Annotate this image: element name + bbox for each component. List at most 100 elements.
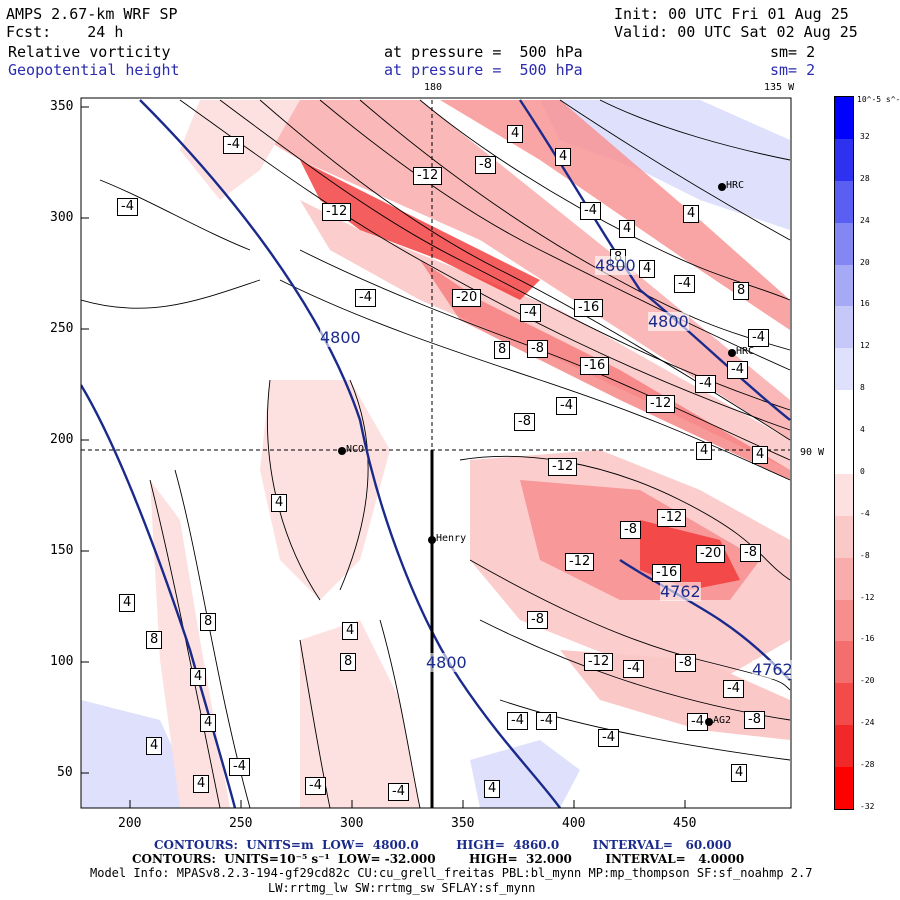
y-tick-label: 150 (50, 543, 74, 558)
contour-label: -8 (620, 521, 641, 539)
colorbar-tick-label: -8 (860, 550, 870, 560)
contour-label: -20 (696, 545, 726, 563)
contour-label: 8 (733, 282, 750, 300)
contour-label: 4 (683, 205, 700, 223)
x-tick-label: 300 (340, 816, 364, 831)
contour-label: -4 (536, 712, 557, 730)
negative-vorticity-area (260, 380, 390, 600)
contour-label: -4 (598, 729, 619, 747)
colorbar-tick-label: 24 (860, 215, 870, 225)
lon-label-top-2: 135 W (764, 82, 795, 93)
contour-label: -8 (527, 611, 548, 629)
height-label: 4762 (752, 660, 793, 679)
contour-label: 4 (119, 594, 136, 612)
contour-label: 4 (731, 764, 748, 782)
contour-label: 8 (146, 631, 163, 649)
contour-label: -12 (548, 458, 578, 476)
contour-label: -12 (584, 653, 614, 671)
x-tick-label: 200 (118, 816, 142, 831)
colorbar-tick-label: -12 (860, 592, 875, 602)
contour-label: -4 (556, 397, 577, 415)
colorbar (834, 96, 854, 810)
contour-label: -4 (507, 712, 528, 730)
colorbar-tick-label: 12 (860, 341, 870, 351)
colorbar-tick-label: 8 (860, 383, 865, 393)
contour-label: -4 (687, 713, 708, 731)
contour-label: -4 (727, 361, 748, 379)
colorbar-segment (835, 641, 853, 684)
contour-label: 4 (484, 780, 501, 798)
colorbar-segment (835, 264, 853, 307)
valid-time: Valid: 00 UTC Sat 02 Aug 25 (614, 23, 858, 41)
field1-name: Relative vorticity (8, 43, 171, 61)
contour-label: 8 (200, 613, 217, 631)
contour-label: -12 (657, 509, 687, 527)
contour-label: -4 (623, 660, 644, 678)
geopotential-height-contours (81, 99, 791, 808)
field2-smoothing: sm= 2 (770, 61, 816, 79)
colorbar-tick-label: 4 (860, 425, 865, 435)
field1-smoothing: sm= 2 (770, 43, 816, 61)
colorbar-segment (835, 473, 853, 517)
colorbar-tick-label: -24 (860, 718, 875, 728)
station-marker (705, 718, 713, 726)
positive-vorticity-area (81, 700, 200, 808)
height-label: 4800 (426, 653, 467, 672)
contour-label: -4 (388, 783, 409, 801)
colorbar-segment (835, 222, 853, 266)
station-marker (428, 536, 436, 544)
height-label: 4762 (660, 582, 701, 601)
contour-label: 8 (340, 653, 357, 671)
contour-label: -16 (652, 564, 682, 582)
lon-label-top-1: 180 (424, 82, 443, 93)
colorbar-tick-label: -32 (860, 802, 875, 811)
contour-label: 4 (696, 442, 713, 460)
contour-label: -12 (413, 167, 443, 185)
contour-label: -4 (520, 304, 541, 322)
y-tick-label: 350 (50, 99, 74, 114)
height-label: 4800 (595, 256, 636, 275)
y-tick-label: 50 (57, 765, 73, 780)
contour-label: 4 (342, 622, 359, 640)
contour-label: 4 (193, 775, 210, 793)
colorbar-tick-label: -4 (860, 508, 870, 518)
colorbar-segment (835, 725, 853, 768)
contour-label: 4 (639, 260, 656, 278)
contour-label: -4 (748, 329, 769, 347)
contour-label: 4 (271, 494, 288, 512)
field1-level: at pressure = 500 hPa (384, 43, 583, 61)
y-tick-label: 300 (50, 210, 74, 225)
y-tick-label: 100 (50, 654, 74, 669)
contour-label: 4 (200, 714, 217, 732)
colorbar-unit: 10^-5 s^-1 (857, 95, 900, 104)
positive-vorticity-area (540, 100, 790, 230)
contour-label: 4 (752, 446, 769, 464)
contour-label: -8 (475, 156, 496, 174)
init-time: Init: 00 UTC Fri 01 Aug 25 (614, 5, 849, 23)
model-info-2: LW:rrtmg_lw SW:rrtmg_sw SFLAY:sf_mynn (268, 881, 536, 895)
x-tick-label: 450 (673, 816, 697, 831)
x-tick-label: 350 (451, 816, 475, 831)
field2-name: Geopotential height (8, 61, 180, 79)
contour-label: -4 (580, 202, 601, 220)
station-label: HRC (726, 180, 745, 191)
height-label: 4800 (648, 312, 689, 331)
colorbar-segment (835, 390, 853, 433)
lon-label-right: 90 W (800, 447, 825, 458)
contour-label: 4 (555, 148, 572, 166)
station-label: AG2 (713, 715, 732, 726)
y-tick-label: 200 (50, 432, 74, 447)
colorbar-segment (835, 138, 853, 182)
contour-label: 4 (507, 125, 524, 143)
height-contour-info: CONTOURS: UNITS=m LOW= 4800.0 HIGH= 4860… (154, 838, 732, 852)
contour-label: -12 (565, 553, 595, 571)
station-label: Henry (436, 533, 467, 544)
contour-label: -8 (740, 544, 761, 562)
contour-label: -4 (223, 136, 244, 154)
colorbar-segment (835, 97, 853, 140)
contour-label: -16 (580, 357, 610, 375)
contour-label: 8 (494, 341, 511, 359)
contour-label: -4 (695, 375, 716, 393)
contour-label: -12 (322, 203, 352, 221)
